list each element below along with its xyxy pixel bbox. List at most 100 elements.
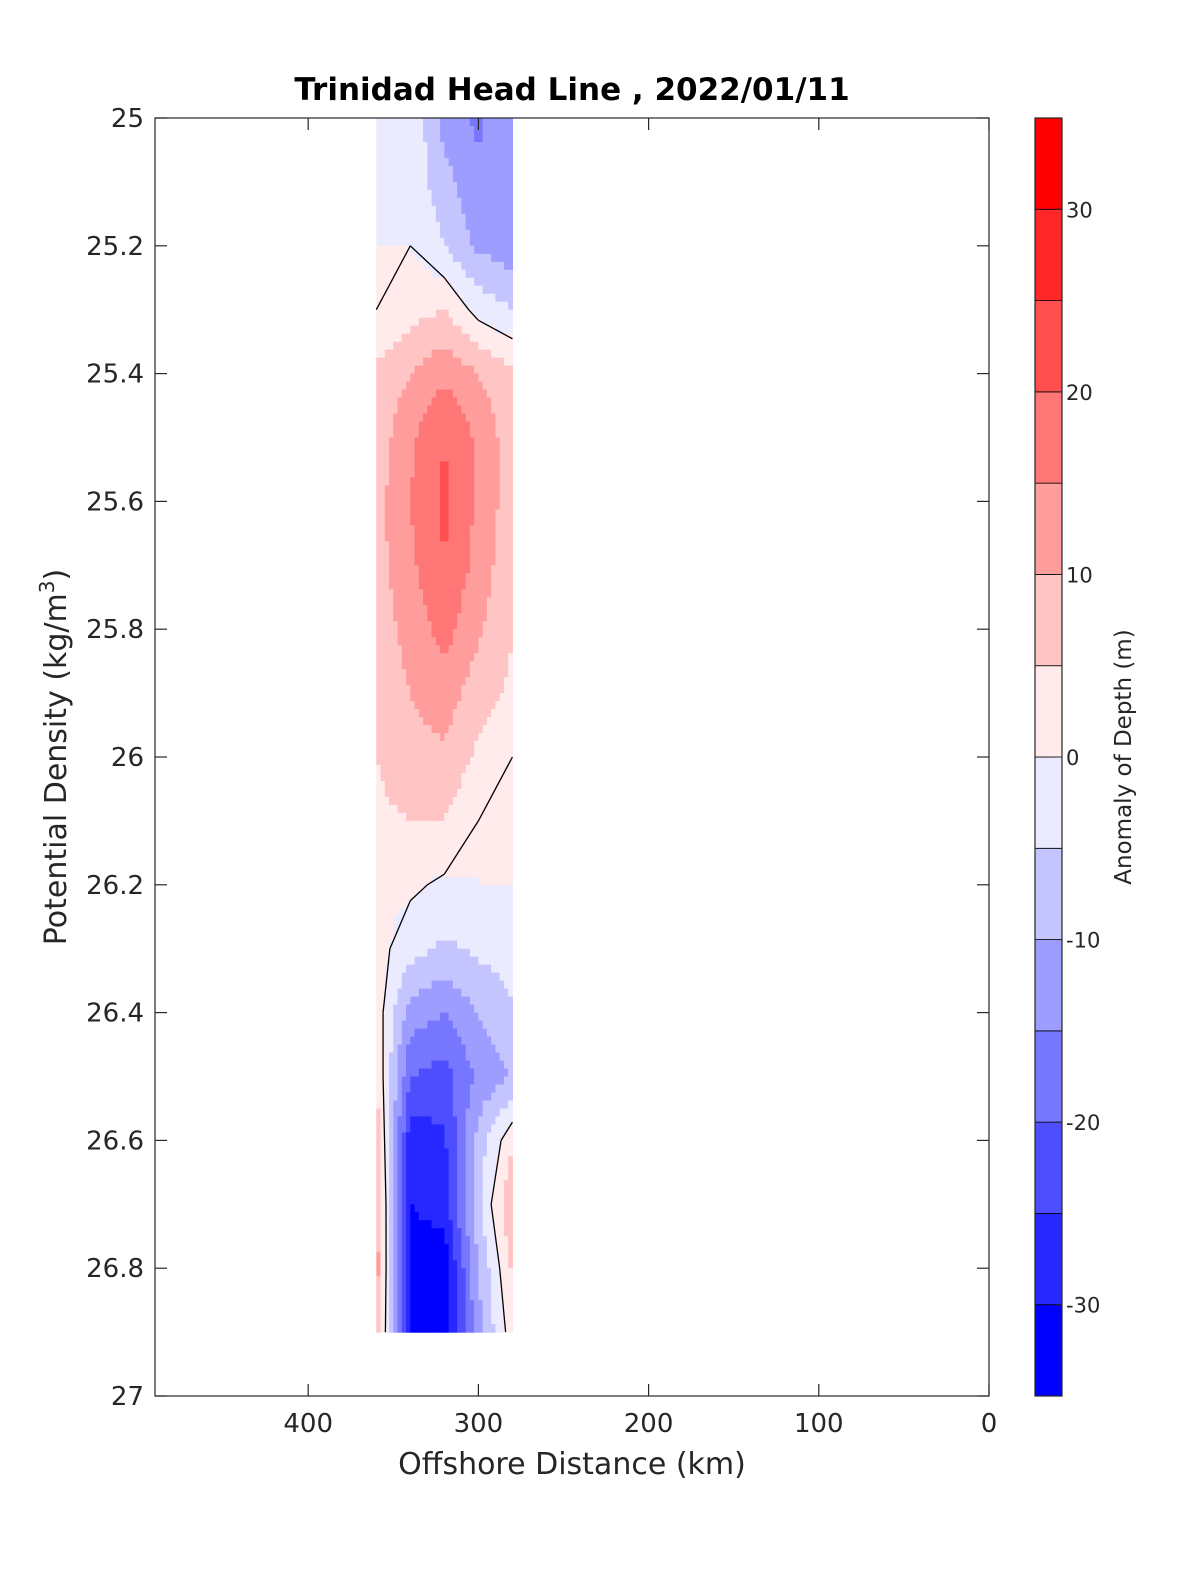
contour-cell	[482, 1148, 488, 1157]
contour-cell	[380, 421, 386, 431]
contour-cell	[431, 501, 437, 510]
contour-cell	[469, 317, 475, 327]
contour-cell	[435, 221, 441, 231]
contour-cell	[503, 461, 509, 471]
contour-cell	[482, 469, 488, 479]
contour-cell	[486, 365, 492, 375]
contour-cell	[376, 1316, 382, 1325]
contour-cell	[393, 541, 399, 550]
contour-cell	[465, 1116, 471, 1126]
contour-cell	[435, 796, 441, 806]
contour-cell	[448, 812, 454, 822]
contour-cell	[393, 804, 399, 814]
contour-cell	[440, 908, 445, 918]
contour-cell	[503, 509, 509, 518]
contour-cell	[499, 868, 505, 878]
contour-cell	[376, 948, 382, 958]
contour-cell	[389, 701, 394, 710]
contour-cell	[503, 956, 509, 966]
contour-cell	[397, 860, 403, 870]
contour-cell	[469, 1108, 475, 1118]
contour-cell	[486, 477, 492, 487]
contour-cell	[414, 709, 420, 718]
contour-cell	[478, 868, 484, 878]
contour-cell	[431, 1196, 437, 1205]
contour-cell	[474, 229, 479, 239]
contour-cell	[461, 285, 467, 295]
contour-cell	[469, 181, 475, 191]
contour-cell	[474, 1324, 479, 1333]
contour-cell	[457, 669, 462, 678]
contour-cell	[401, 509, 407, 518]
contour-cell	[469, 1172, 475, 1181]
contour-cell	[393, 205, 399, 215]
contour-cell	[427, 725, 433, 734]
contour-cell	[393, 1060, 399, 1070]
contour-cell	[474, 1220, 479, 1229]
contour-cell	[397, 1036, 403, 1046]
contour-cell	[444, 972, 450, 982]
contour-cell	[482, 1060, 488, 1070]
contour-cell	[482, 389, 488, 399]
contour-cell	[469, 964, 475, 974]
contour-cell	[491, 205, 497, 215]
contour-cell	[495, 733, 501, 742]
contour-cell	[414, 1124, 420, 1134]
contour-cell	[486, 453, 492, 463]
contour-cell	[474, 844, 479, 854]
contour-cell	[427, 645, 433, 654]
contour-cell	[384, 453, 390, 463]
contour-cell	[423, 956, 428, 966]
contour-cell	[474, 173, 479, 183]
contour-cell	[452, 1236, 458, 1245]
contour-cell	[482, 1260, 488, 1269]
contour-cell	[384, 269, 390, 279]
contour-cell	[486, 309, 492, 319]
contour-cell	[393, 221, 399, 231]
contour-cell	[474, 956, 479, 966]
contour-cell	[410, 1028, 416, 1038]
contour-cell	[482, 669, 488, 678]
contour-cell	[495, 373, 501, 383]
contour-cell	[486, 956, 492, 966]
contour-cell	[397, 437, 403, 447]
contour-cell	[427, 1068, 433, 1078]
contour-cell	[406, 852, 411, 862]
contour-cell	[431, 493, 437, 502]
contour-cell	[427, 581, 433, 590]
contour-cell	[393, 173, 399, 183]
contour-cell	[384, 357, 390, 367]
contour-cell	[440, 988, 445, 998]
contour-cell	[406, 1124, 411, 1134]
contour-cell	[401, 405, 407, 415]
contour-cell	[482, 229, 488, 239]
contour-cell	[491, 948, 497, 958]
contour-cell	[474, 629, 479, 638]
contour-cell	[418, 1084, 424, 1094]
contour-cell	[384, 916, 390, 926]
contour-cell	[414, 541, 420, 550]
contour-cell	[478, 1108, 484, 1118]
contour-cell	[482, 397, 488, 407]
contour-cell	[465, 1236, 471, 1245]
contour-cell	[444, 365, 450, 375]
contour-cell	[448, 972, 454, 982]
contour-cell	[448, 1108, 454, 1118]
contour-cell	[440, 589, 445, 598]
contour-cell	[427, 557, 433, 566]
contour-cell	[474, 365, 479, 375]
contour-cell	[491, 1164, 497, 1173]
contour-cell	[423, 940, 428, 950]
contour-cell	[457, 780, 462, 790]
contour-cell	[427, 1076, 433, 1086]
contour-cell	[380, 836, 386, 846]
contour-cell	[384, 493, 390, 502]
contour-cell	[401, 445, 407, 455]
contour-cell	[482, 1116, 488, 1126]
contour-cell	[469, 645, 475, 654]
contour-cell	[482, 293, 488, 303]
contour-cell	[393, 916, 399, 926]
contour-cell	[452, 365, 458, 375]
contour-cell	[469, 1284, 475, 1293]
contour-cell	[401, 437, 407, 447]
